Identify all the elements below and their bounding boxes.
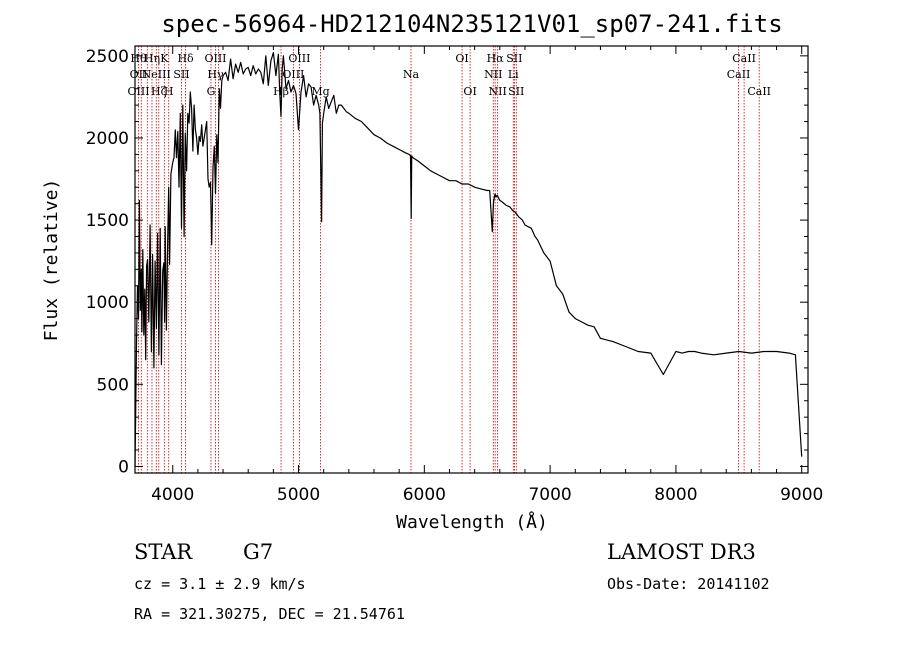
line-label-3728-mid: OII bbox=[130, 68, 148, 81]
line-label-4340-mid: Hγ bbox=[207, 68, 224, 81]
object-class: STAR bbox=[134, 540, 193, 564]
line-label-6563-top: Hα bbox=[487, 52, 505, 65]
chart-title: spec-56964-HD212104N235121V01_sp07-241.f… bbox=[161, 10, 782, 38]
line-label-6364-bottom: OI bbox=[463, 85, 476, 98]
coordinates-readout: RA = 321.30275, DEC = 21.54761 bbox=[134, 605, 405, 623]
x-axis: 4000 5000 6000 7000 8000 9000 bbox=[151, 46, 823, 505]
line-label-5894-mid: Na bbox=[403, 68, 420, 81]
line-label-6731-bottom: SII bbox=[508, 85, 524, 98]
line-label-4102-top: Hδ bbox=[177, 52, 194, 65]
line-label-6707-mid: Li bbox=[508, 68, 519, 81]
x-axis-label: Wavelength (Å) bbox=[396, 511, 548, 533]
y-tick-label: 0 bbox=[118, 457, 129, 477]
subclass: G7 bbox=[243, 540, 273, 564]
spectrum-line bbox=[134, 52, 803, 467]
line-label-4340-top: OIII bbox=[204, 52, 226, 65]
plot-frame bbox=[134, 45, 809, 474]
line-label-8542-top: CaII bbox=[732, 52, 756, 65]
line-label-3728-bottom: OIII bbox=[127, 85, 149, 98]
line-label-6716-top: SII bbox=[506, 52, 522, 65]
line-label-4959-mid: OIII bbox=[282, 68, 304, 81]
line-label-3968-bottom: H bbox=[164, 85, 174, 98]
spectral-line-labels: HθOIIOIIIHηNeIIIHζKHSIIHδGOIIIHγHβOIIIOI… bbox=[127, 52, 771, 98]
x-tick-label: 6000 bbox=[403, 485, 446, 505]
line-label-3889-bottom: Hζ bbox=[151, 85, 167, 98]
line-label-3933-top: K bbox=[160, 52, 169, 65]
line-label-3869-mid: NeIII bbox=[142, 68, 171, 81]
line-label-4070-mid: SII bbox=[173, 68, 189, 81]
x-tick-label: 5000 bbox=[277, 485, 320, 505]
x-tick-label: 9000 bbox=[780, 485, 823, 505]
spectral-line-markers bbox=[138, 46, 760, 473]
x-tick-label: 8000 bbox=[654, 485, 697, 505]
line-label-3835-top: Hη bbox=[144, 52, 160, 65]
y-tick-label: 500 bbox=[97, 375, 129, 395]
line-label-4304-bottom: G bbox=[207, 85, 216, 98]
obs-date: Obs-Date: 20141102 bbox=[607, 575, 770, 593]
x-tick-label: 7000 bbox=[528, 485, 571, 505]
x-tick-label: 4000 bbox=[151, 485, 194, 505]
redshift-readout: cz = 3.1 ± 2.9 km/s bbox=[134, 575, 306, 593]
survey-name: LAMOST DR3 bbox=[607, 540, 756, 564]
y-tick-label: 1000 bbox=[86, 293, 129, 313]
line-label-6583-bottom: NII bbox=[489, 85, 507, 98]
line-label-6548-mid: NII bbox=[484, 68, 502, 81]
y-tick-label: 1500 bbox=[86, 211, 129, 231]
y-tick-label: 2000 bbox=[86, 129, 129, 149]
y-axis: 0 500 1000 1500 2000 2500 bbox=[86, 47, 808, 477]
line-label-5175-bottom: Mg bbox=[311, 85, 329, 98]
line-label-5007-top: OIII bbox=[288, 52, 310, 65]
y-tick-label: 2500 bbox=[86, 47, 129, 67]
line-label-8498-mid: CaII bbox=[727, 68, 751, 81]
line-label-8662-bottom: CaII bbox=[747, 85, 771, 98]
y-axis-label: Flux (relative) bbox=[41, 179, 62, 342]
line-label-6300-top: OI bbox=[455, 52, 468, 65]
